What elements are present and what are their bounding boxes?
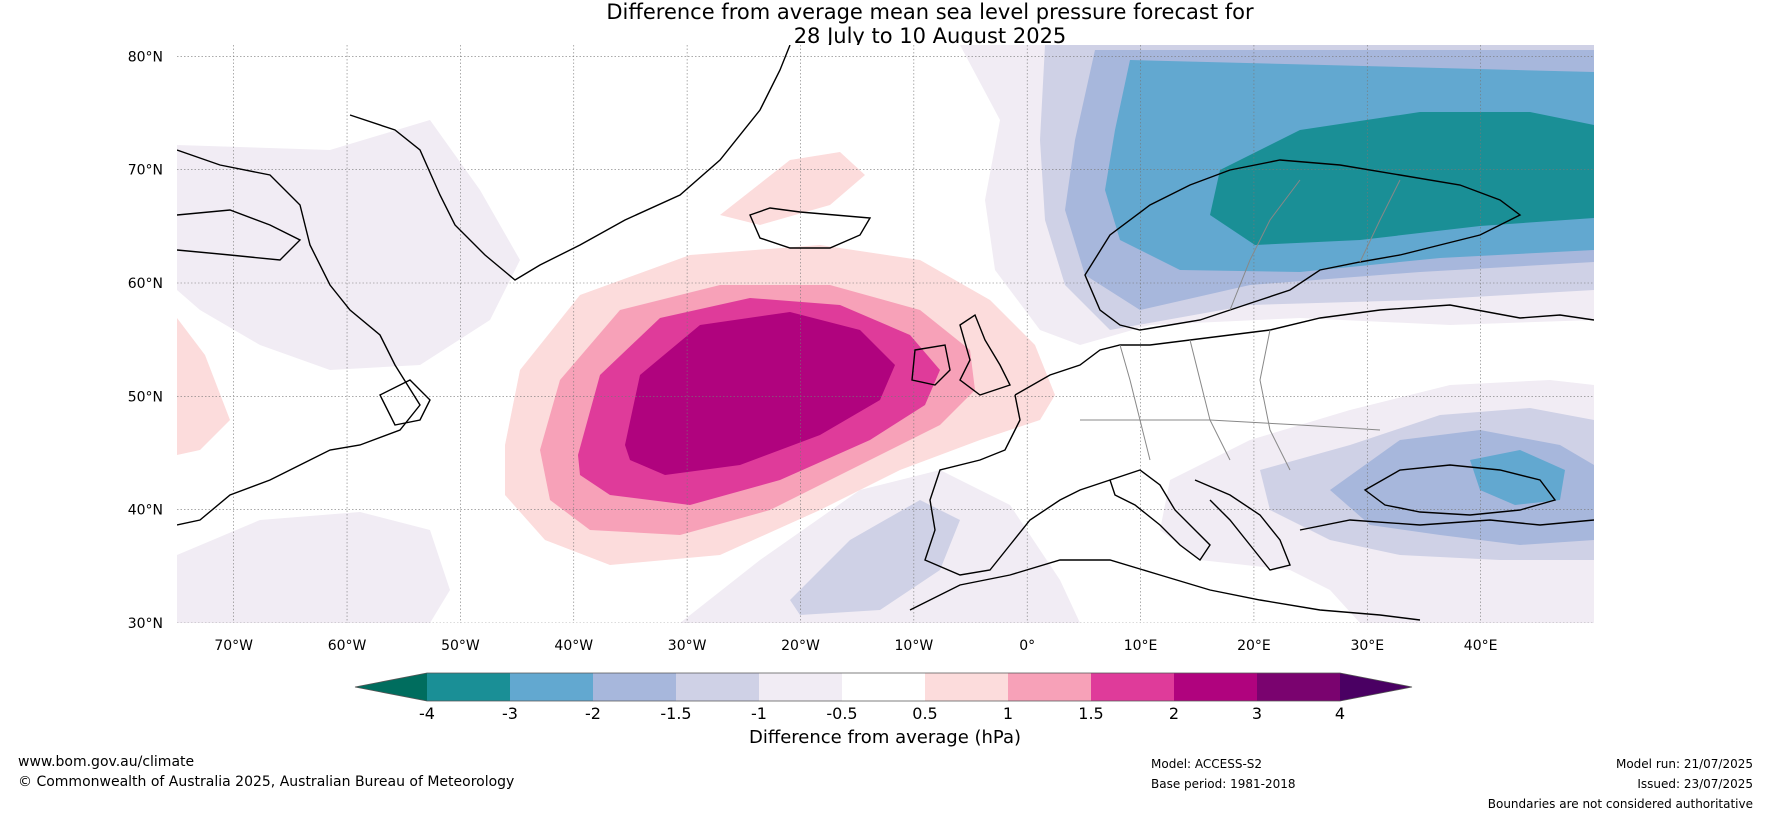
longitude-label: 30°E [1350,638,1384,654]
gridlines [177,45,1594,623]
title-line-1: Difference from average mean sea level p… [606,0,1254,24]
colorbar-tick-label: 4 [1335,704,1345,723]
longitude-label: 0° [1019,638,1035,654]
disclaimer-text: Boundaries are not considered authoritat… [1487,797,1753,811]
colorbar-tick-label: 1 [1003,704,1013,723]
colorbar-tick-label: 0.5 [912,704,937,723]
colorbar-tick-label: -1 [751,704,767,723]
colorbar-segment [1008,673,1091,701]
website-link[interactable]: www.bom.gov.au/climate [18,754,195,770]
model-text: Model: ACCESS-S2 [1151,757,1263,771]
colorbar-segment [1174,673,1257,701]
issued-text: Issued: 23/07/2025 [1637,777,1753,791]
anomaly-contour-atlantic-2 [625,312,895,475]
colorbar-extend-low [355,673,427,701]
colorbar-segment [759,673,842,701]
coast-newfoundland [379,379,431,426]
coastlines [177,45,1594,621]
coast-ireland [911,344,951,386]
coast-british-isles [959,313,1011,396]
colorbar-tick-label: 3 [1252,704,1262,723]
latitude-label: 40°N [128,503,163,519]
longitude-label: 60°W [328,638,367,654]
anomaly-contour-iberia-south-1 [790,500,960,615]
base-period-text: Base period: 1981-2018 [1151,777,1296,791]
anomaly-contour-denmark-strait-pos [720,152,865,225]
longitude-labels: 70°W 60°W 50°W 40°W 30°W 20°W 10°W 0° 10°E 20°E 30… [214,638,1497,654]
colorbar-segment [510,673,593,701]
coast-baffin [177,209,302,261]
latitude-labels: 80°N 70°N 60°N 50°N 40°N 30°N [128,49,163,632]
coast-black-sea [1363,464,1557,516]
coast-europe-west [1014,304,1594,396]
colorbar-tick-label: -1.5 [660,704,691,723]
copyright-text: © Commonwealth of Australia 2025, Austra… [18,774,515,790]
coast-scandinavia [1084,159,1522,331]
latitude-label: 60°N [128,276,163,292]
longitude-label: 20°W [781,638,820,654]
coast-north-africa [909,559,1421,621]
coast-iberia-france [924,394,1111,576]
longitude-label: 50°W [441,638,480,654]
colorbar-segment [1257,673,1340,701]
colorbar-segment [427,673,510,701]
longitude-label: 70°W [214,638,253,654]
colorbar-tick-labels: -4 -3 -2 -1.5 -1 -0.5 0.5 1 1.5 2 3 4 [419,704,1345,723]
anomaly-contour-labrador-pos [177,318,230,455]
coast-iceland [749,207,872,249]
longitude-label: 40°E [1464,638,1498,654]
map-title: Difference from average mean sea level p… [0,0,1770,48]
latitude-label: 30°N [128,616,163,632]
colorbar-tick-label: 1.5 [1078,704,1103,723]
colorbar-segment [925,673,1008,701]
longitude-label: 20°E [1237,638,1271,654]
anomaly-contour-scandinavia-3 [1210,112,1594,245]
coast-turkey [1299,519,1594,531]
colorbar-extend-high [1340,673,1412,701]
coast-balkans-greece [1194,479,1291,571]
anomaly-contour-blacksea-2 [1470,450,1565,505]
longitude-label: 40°W [554,638,593,654]
colorbar-tick-label: -4 [419,704,435,723]
colorbar-segment [593,673,676,701]
colorbar-segment [842,673,925,701]
longitude-label: 30°W [668,638,707,654]
coast-greenland [349,45,791,281]
coast-italy [1109,469,1211,562]
latitude-label: 80°N [128,49,163,65]
colorbar-tick-label: -0.5 [826,704,857,723]
colorbar-tick-label: 2 [1169,704,1179,723]
title-line-2: 28 July to 10 August 2025 [793,24,1067,48]
colorbar-segment [1091,673,1174,701]
colorbar-segment [676,673,759,701]
anomaly-contour-southwest-negative [177,512,450,623]
longitude-label: 10°E [1124,638,1158,654]
colorbar-tick-label: -2 [585,704,601,723]
colorbar-label: Difference from average (hPa) [748,727,1022,748]
country-borders [1080,179,1401,471]
latitude-label: 50°N [128,389,163,405]
colorbar-tick-label: -3 [502,704,518,723]
colorbar-outline [354,672,1413,702]
longitude-label: 10°W [895,638,934,654]
colorbar [354,672,1413,702]
model-run-text: Model run: 21/07/2025 [1615,757,1753,771]
coast-north-america [177,149,421,526]
latitude-label: 70°N [128,163,163,179]
